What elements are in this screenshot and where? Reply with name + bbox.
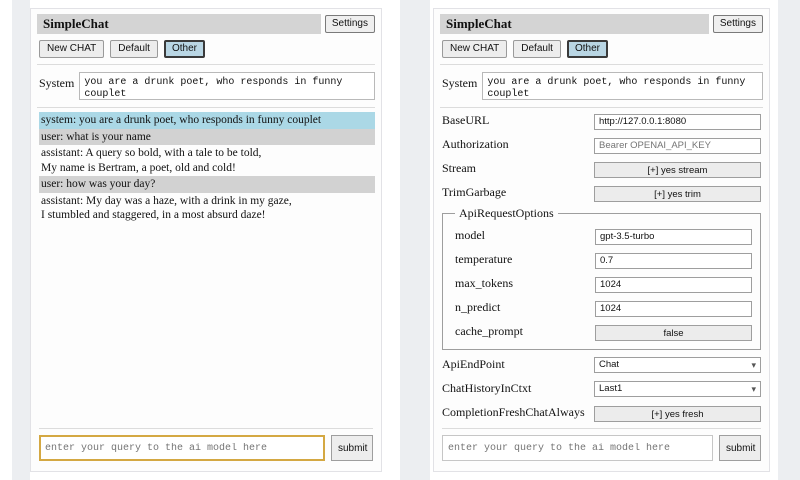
setting-row-model: model (455, 225, 752, 246)
model-input[interactable] (595, 228, 752, 245)
tab-other[interactable]: Other (163, 40, 205, 58)
app-title: SimpleChat (440, 14, 709, 34)
tab-default[interactable]: Default (513, 40, 561, 58)
completion-fresh-chat-always-label: CompletionFreshChatAlways (442, 405, 585, 419)
system-prompt-input[interactable]: you are a drunk poet, who responds in fu… (482, 72, 763, 100)
system-prompt-label: System (442, 76, 478, 90)
query-input[interactable] (39, 435, 325, 461)
chat-message-system: system: you are a drunk poet, who respon… (39, 112, 375, 129)
system-prompt-row: System you are a drunk poet, who respond… (31, 65, 381, 107)
tab-default[interactable]: Default (110, 40, 158, 58)
divider (37, 64, 375, 65)
temperature-input[interactable] (595, 252, 752, 269)
base-url-label: BaseURL (442, 113, 490, 127)
chevron-down-icon: ▾ (751, 383, 756, 394)
divider (442, 428, 761, 429)
authorization-label: Authorization (442, 137, 509, 151)
stream-label: Stream (442, 161, 476, 175)
submit-button[interactable]: submit (719, 435, 761, 461)
page-background-band (400, 0, 430, 480)
api-endpoint-select[interactable]: Chat ▾ (594, 356, 761, 373)
completion-fresh-chat-always-toggle-button[interactable]: [+] yes fresh (594, 405, 761, 422)
setting-row-n-predict: n_predict (455, 297, 752, 318)
setting-row-api-endpoint: ApiEndPoint Chat ▾ (442, 354, 761, 375)
n-predict-input[interactable] (595, 300, 752, 317)
query-bar: submit (31, 435, 381, 471)
setting-row-completion-fresh-chat-always: CompletionFreshChatAlways [+] yes fresh (442, 402, 761, 423)
model-label: model (455, 228, 485, 242)
api-request-options-legend: ApiRequestOptions (459, 206, 554, 220)
settings-panel: SimpleChat Settings New CHAT Default Oth… (433, 8, 770, 472)
chat-history-in-ctxt-value: Last1 (599, 382, 623, 394)
setting-row-authorization: Authorization (442, 134, 761, 155)
settings-button[interactable]: Settings (324, 15, 375, 33)
system-prompt-row: System you are a drunk poet, who respond… (434, 65, 769, 107)
authorization-input[interactable] (594, 137, 761, 154)
tab-new-chat[interactable]: New CHAT (442, 40, 508, 58)
system-prompt-label: System (39, 76, 75, 90)
panel-header: SimpleChat Settings (31, 9, 381, 34)
max-tokens-label: max_tokens (455, 276, 513, 290)
divider (37, 107, 375, 108)
settings-form: BaseURL Authorization Stream [+] yes str… (434, 108, 769, 428)
setting-row-chat-history-in-ctxt: ChatHistoryInCtxt Last1 ▾ (442, 378, 761, 399)
tab-bar: New CHAT Default Other (434, 34, 769, 64)
stream-toggle-button[interactable]: [+] yes stream (594, 161, 761, 178)
submit-button[interactable]: submit (331, 435, 373, 461)
chat-message-assistant: assistant: My day was a haze, with a dri… (41, 194, 292, 222)
trim-garbage-label: TrimGarbage (442, 185, 507, 199)
page-background-band (778, 0, 800, 480)
setting-row-temperature: temperature (455, 249, 752, 270)
api-endpoint-value: Chat (599, 358, 620, 370)
app-title: SimpleChat (37, 14, 321, 34)
tab-bar: New CHAT Default Other (31, 34, 381, 64)
page-background-band (12, 0, 30, 480)
system-prompt-input[interactable]: you are a drunk poet, who responds in fu… (79, 72, 375, 100)
tab-new-chat[interactable]: New CHAT (39, 40, 105, 58)
temperature-label: temperature (455, 252, 513, 266)
settings-button[interactable]: Settings (712, 15, 763, 33)
cache-prompt-label: cache_prompt (455, 324, 523, 338)
api-request-options-group: ApiRequestOptions model temperature max_… (442, 206, 761, 350)
n-predict-label: n_predict (455, 300, 501, 314)
chat-panel: SimpleChat Settings New CHAT Default Oth… (30, 8, 382, 472)
query-input[interactable] (442, 435, 713, 461)
chat-history-in-ctxt-label: ChatHistoryInCtxt (442, 381, 532, 395)
setting-row-trim-garbage: TrimGarbage [+] yes trim (442, 182, 761, 203)
chat-message-user: user: what is your name (39, 128, 375, 145)
chat-message-user: user: how was your day? (39, 176, 375, 193)
trim-garbage-toggle-button[interactable]: [+] yes trim (594, 185, 761, 202)
setting-row-cache-prompt: cache_prompt false (455, 321, 752, 342)
setting-row-stream: Stream [+] yes stream (442, 158, 761, 179)
base-url-input[interactable] (594, 113, 761, 130)
tab-other[interactable]: Other (566, 40, 608, 58)
api-endpoint-label: ApiEndPoint (442, 357, 505, 371)
divider (39, 428, 373, 429)
divider (440, 107, 763, 108)
cache-prompt-toggle-button[interactable]: false (595, 324, 752, 341)
chat-message-assistant: assistant: A query so bold, with a tale … (41, 147, 262, 174)
setting-row-max-tokens: max_tokens (455, 273, 752, 294)
panel-header: SimpleChat Settings (434, 9, 769, 34)
chat-history-in-ctxt-select[interactable]: Last1 ▾ (594, 380, 761, 397)
query-bar: submit (434, 435, 769, 471)
chat-message-list: system: you are a drunk poet, who respon… (31, 108, 381, 428)
max-tokens-input[interactable] (595, 276, 752, 293)
chevron-down-icon: ▾ (751, 359, 756, 370)
divider (440, 64, 763, 65)
setting-row-base-url: BaseURL (442, 110, 761, 131)
